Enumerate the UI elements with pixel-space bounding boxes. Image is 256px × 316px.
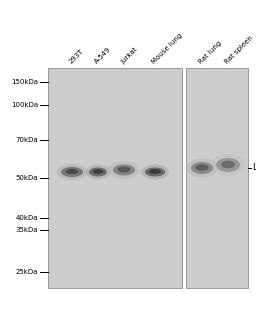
Ellipse shape	[86, 165, 111, 179]
Text: Rat spleen: Rat spleen	[224, 35, 254, 65]
Text: 100kDa: 100kDa	[11, 102, 38, 108]
Ellipse shape	[221, 161, 235, 168]
Text: 150kDa: 150kDa	[11, 79, 38, 85]
Text: LOX: LOX	[252, 163, 256, 173]
Text: Mouse lung: Mouse lung	[151, 32, 184, 65]
Ellipse shape	[61, 167, 83, 177]
Text: Jurkat: Jurkat	[120, 46, 138, 65]
Text: A-549: A-549	[94, 46, 112, 65]
Ellipse shape	[145, 167, 165, 177]
Text: Rat lung: Rat lung	[198, 40, 223, 65]
Ellipse shape	[89, 167, 107, 177]
Ellipse shape	[113, 165, 135, 175]
Text: 70kDa: 70kDa	[15, 137, 38, 143]
Ellipse shape	[141, 165, 169, 179]
Ellipse shape	[57, 164, 87, 180]
Ellipse shape	[149, 169, 161, 174]
Text: 50kDa: 50kDa	[16, 175, 38, 181]
Text: 40kDa: 40kDa	[16, 215, 38, 221]
Ellipse shape	[195, 164, 209, 171]
Ellipse shape	[211, 154, 245, 176]
Ellipse shape	[109, 161, 140, 179]
Ellipse shape	[93, 169, 103, 174]
Text: 35kDa: 35kDa	[16, 227, 38, 233]
Bar	[48, 68, 182, 288]
Ellipse shape	[118, 167, 131, 173]
Ellipse shape	[191, 162, 213, 174]
Ellipse shape	[216, 158, 240, 172]
Ellipse shape	[187, 158, 217, 178]
Text: 25kDa: 25kDa	[16, 269, 38, 275]
Ellipse shape	[65, 169, 79, 174]
Bar	[186, 68, 248, 288]
Text: 293T: 293T	[68, 48, 84, 65]
